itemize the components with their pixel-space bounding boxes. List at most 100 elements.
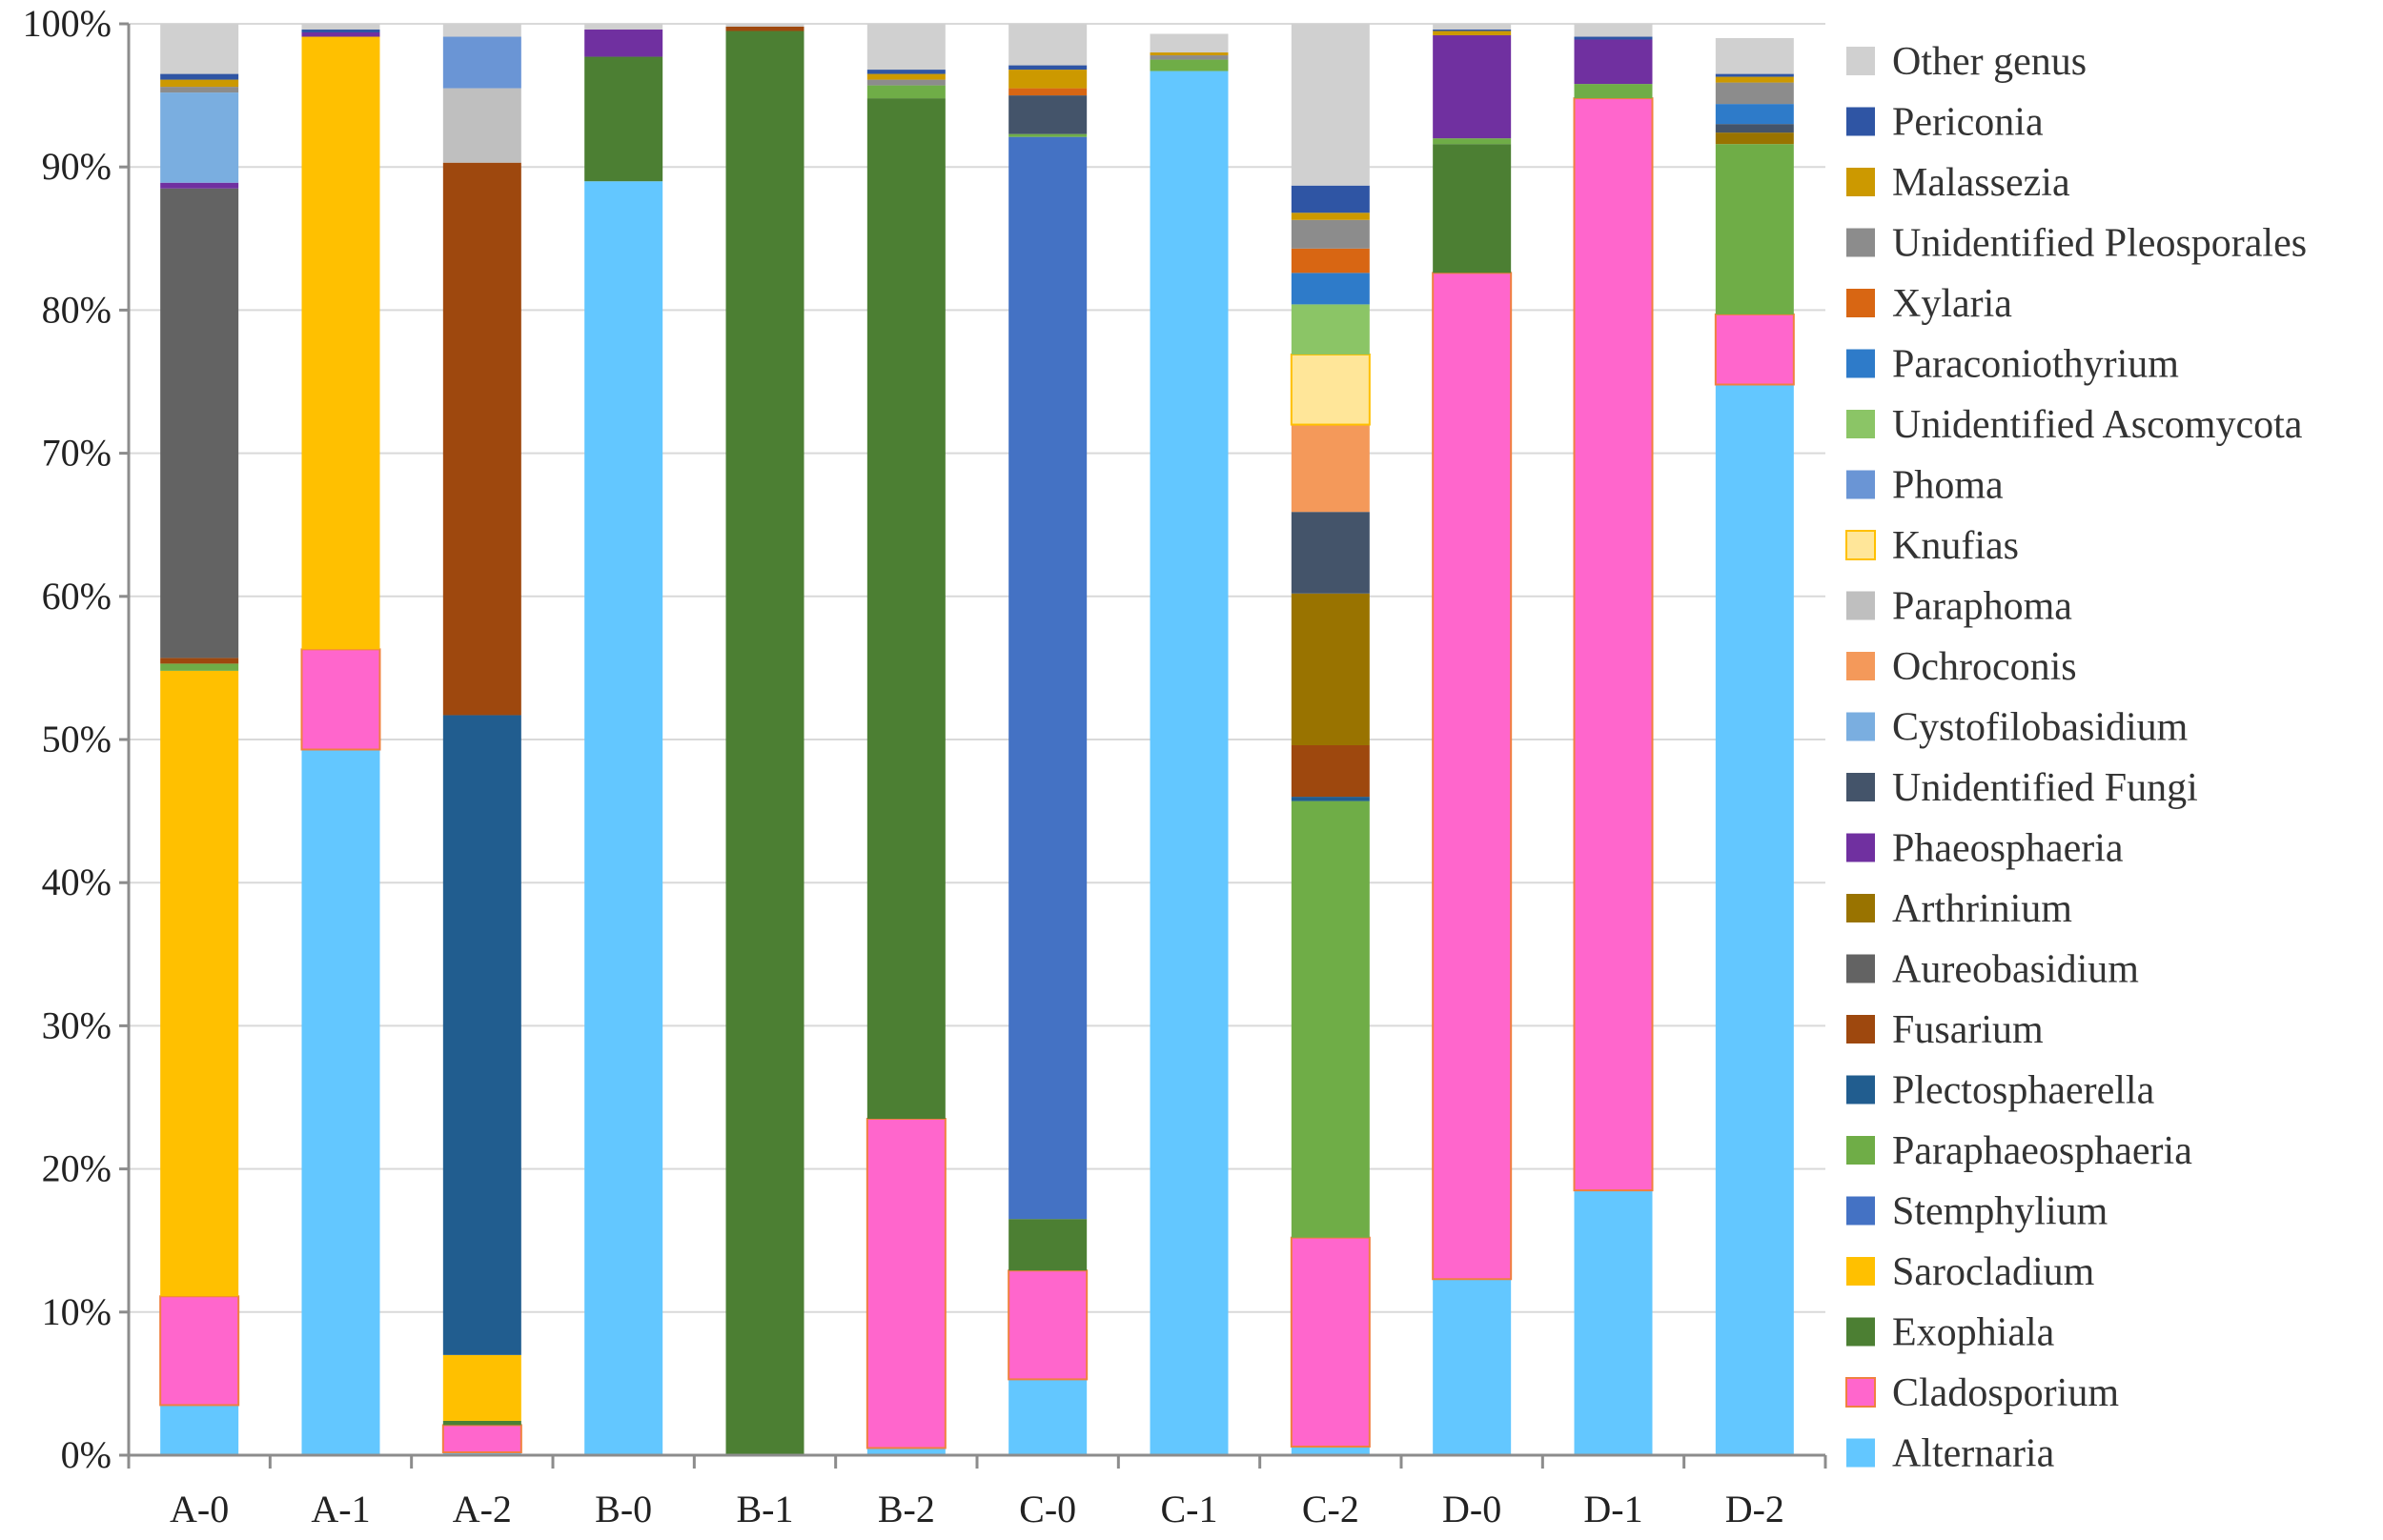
legend-swatch	[1846, 410, 1875, 438]
axes	[119, 22, 1827, 1469]
bar-segment	[160, 87, 239, 93]
legend-label: Plectosphaerella	[1892, 1069, 2155, 1113]
legend-swatch	[1846, 228, 1875, 257]
bar-segment	[1573, 97, 1654, 1192]
legend-item: Phaeosphaeria	[1846, 827, 2124, 871]
bar-segment	[1291, 219, 1370, 249]
bar-segment	[160, 92, 239, 183]
legend-label: Paraconiothyrium	[1892, 343, 2179, 387]
legend-label: Cladosporium	[1892, 1371, 2119, 1415]
legend-item: Periconia	[1846, 101, 2044, 145]
legend-swatch	[1846, 1438, 1875, 1468]
legend-item: Unidentified Ascomycota	[1846, 403, 2303, 447]
x-category-labels: A-0 A-1 A-2 B-0 B-1 B-2 C-0 C-1 C-2 D-0 D-1 D-2	[170, 1488, 1784, 1530]
bar-segment	[1715, 132, 1794, 145]
bar-segment	[300, 648, 381, 751]
legend-item: Fusarium	[1846, 1008, 2044, 1052]
legend-swatch	[1846, 168, 1875, 196]
bar-segment	[442, 1420, 521, 1426]
legend-swatch	[1846, 1136, 1875, 1165]
legend-item: Phoma	[1846, 464, 2004, 508]
bar-segment	[1150, 59, 1229, 71]
legend-label: Arthrinium	[1892, 887, 2072, 931]
bar-segment	[1008, 136, 1088, 1220]
x-category-label: D-1	[1583, 1488, 1642, 1530]
bar-segment	[1574, 1190, 1653, 1455]
legend-item: Other genus	[1846, 40, 2087, 84]
legend-label: Cystofilobasidium	[1892, 706, 2189, 750]
bar-stack-B-0	[584, 24, 663, 1456]
bar-segment	[1433, 30, 1512, 36]
bar-stack-C-1	[1150, 33, 1229, 1455]
bar-segment	[301, 36, 380, 650]
bar-segment	[1291, 273, 1370, 305]
legend-item: Aureobasidium	[1846, 948, 2139, 992]
x-category-label: C-2	[1302, 1488, 1359, 1530]
bar-segment	[1008, 88, 1088, 96]
legend-label: Malassezia	[1892, 161, 2070, 205]
bar-segment	[1290, 353, 1371, 426]
legend-swatch	[1845, 1377, 1876, 1408]
y-tick-label: 100%	[23, 2, 112, 45]
legend-item: Arthrinium	[1846, 887, 2072, 931]
bar-segment	[1150, 33, 1229, 53]
x-category-label: B-1	[737, 1488, 794, 1530]
bar-segment	[159, 1295, 240, 1407]
bar-segment	[160, 79, 239, 88]
x-category-label: B-0	[595, 1488, 652, 1530]
bar-stack-A-1	[300, 24, 381, 1455]
legend: Other genus Periconia Malassezia Unidentifi…	[1845, 40, 2307, 1476]
bar-segment	[301, 749, 380, 1455]
legend-label: Other genus	[1892, 40, 2087, 84]
x-category-label: A-1	[311, 1488, 370, 1530]
bar-segment	[301, 30, 380, 33]
bar-segment	[1290, 1236, 1371, 1448]
bar-segment	[1291, 213, 1370, 220]
bar-segment	[1433, 144, 1512, 274]
bar-segment	[725, 24, 805, 28]
x-category-label: C-1	[1161, 1488, 1218, 1530]
legend-label: Aureobasidium	[1892, 948, 2139, 992]
bar-segment	[1008, 1379, 1088, 1455]
bar-segment	[1433, 138, 1512, 145]
legend-swatch	[1846, 349, 1875, 378]
bar-segment	[1715, 73, 1794, 77]
legend-item: Ochroconis	[1846, 645, 2077, 689]
bar-segment	[301, 24, 380, 30]
legend-label: Paraphaeosphaeria	[1892, 1129, 2192, 1173]
bar-stack-C-2	[1290, 24, 1371, 1455]
bar-segment	[442, 162, 521, 716]
legend-item: Knufias	[1845, 524, 2019, 568]
bar-segment	[442, 36, 521, 89]
y-tick-label: 70%	[42, 432, 112, 475]
bar-segment	[1291, 593, 1370, 746]
bar-segment	[584, 30, 663, 57]
bar-segment	[1008, 1219, 1088, 1271]
bar-segment	[1433, 30, 1512, 31]
legend-swatch	[1846, 954, 1875, 983]
bar-segment	[442, 715, 521, 1355]
bar-segment	[1291, 1446, 1370, 1455]
bar-stack-C-0	[1008, 24, 1089, 1455]
bar-segment	[160, 73, 239, 80]
bar-segment	[866, 73, 946, 80]
bar-segment	[866, 79, 946, 86]
bar-segment	[725, 30, 805, 1455]
legend-swatch	[1846, 1015, 1875, 1044]
legend-label: Unidentified Ascomycota	[1892, 403, 2303, 447]
legend-swatch	[1846, 652, 1875, 680]
bar-segment	[1291, 24, 1370, 186]
bar-segment	[1291, 304, 1370, 355]
x-category-label: D-0	[1442, 1488, 1501, 1530]
bar-segment	[442, 1451, 521, 1455]
bar-segment	[1574, 36, 1653, 40]
bar-segment	[160, 188, 239, 659]
legend-item: Cladosporium	[1845, 1371, 2119, 1415]
y-tick-label: 80%	[42, 288, 112, 331]
bar-segment	[441, 1424, 522, 1453]
bar-segment	[1008, 1269, 1089, 1381]
legend-label: Sarocladium	[1892, 1250, 2095, 1294]
legend-swatch	[1846, 1257, 1875, 1286]
bar-segment	[1432, 272, 1513, 1281]
bar-segment	[442, 24, 521, 37]
